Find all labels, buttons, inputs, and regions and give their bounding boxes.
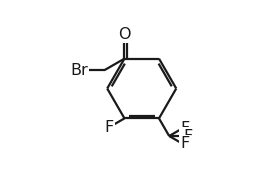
Text: Br: Br [70,63,88,78]
Text: F: F [181,121,190,136]
Text: F: F [105,120,114,135]
Text: F: F [183,129,192,144]
Text: O: O [118,27,131,42]
Text: F: F [181,136,190,151]
